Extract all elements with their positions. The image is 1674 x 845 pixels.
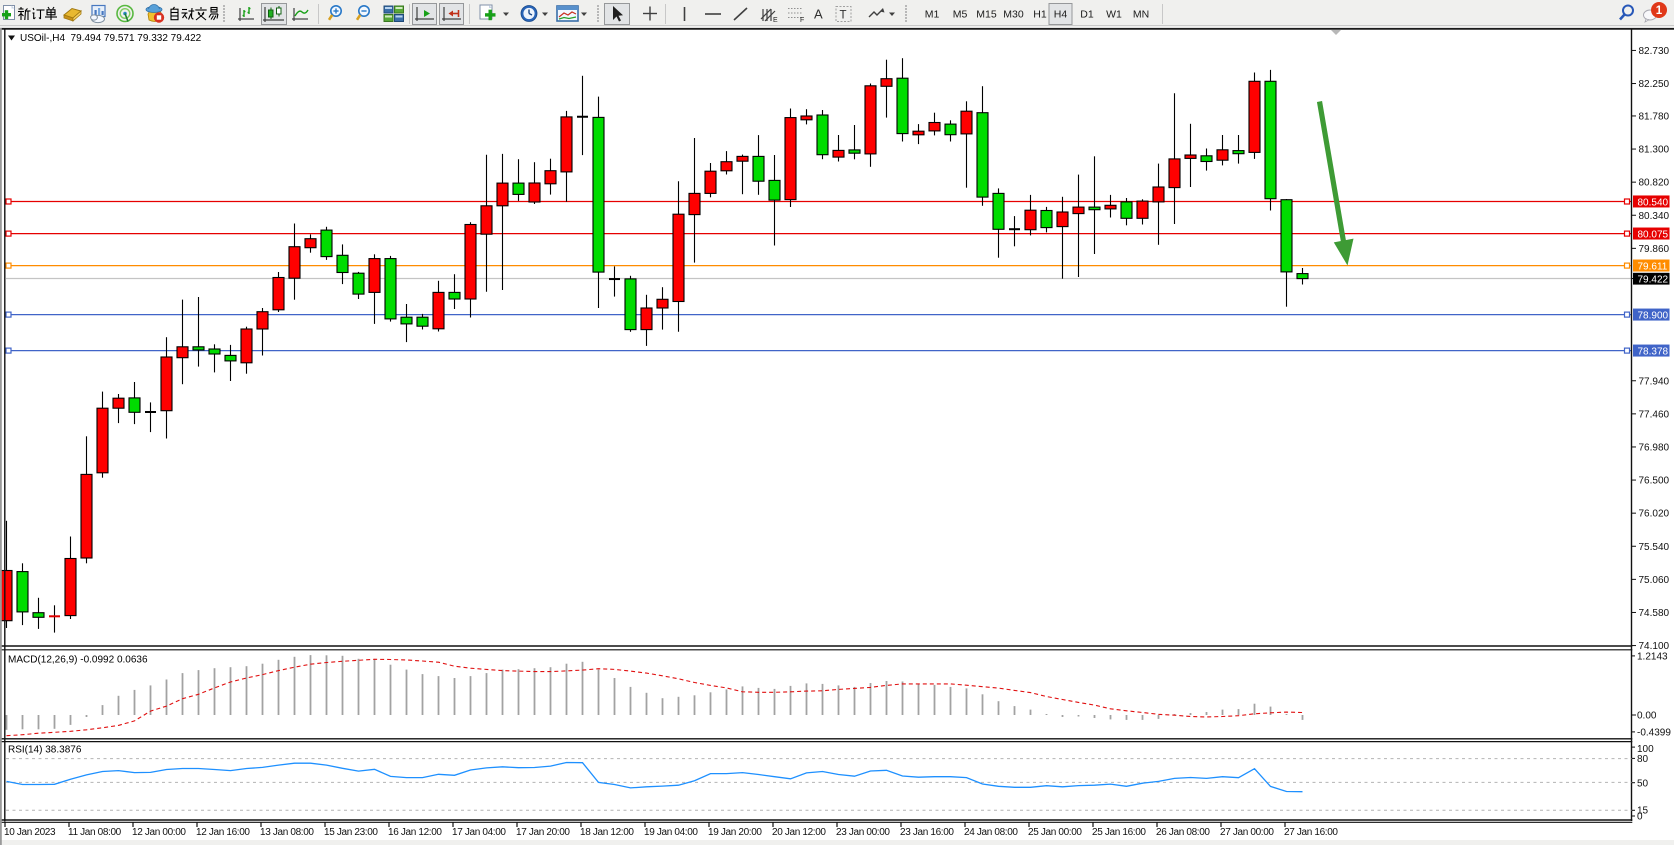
svg-text:23 Jan 00:00: 23 Jan 00:00 [836, 827, 890, 838]
svg-text:80.340: 80.340 [1639, 211, 1670, 222]
svg-text:50: 50 [1637, 778, 1649, 789]
svg-text:81.780: 81.780 [1639, 111, 1670, 122]
svg-text:79.860: 79.860 [1639, 244, 1670, 255]
svg-text:16 Jan 12:00: 16 Jan 12:00 [388, 827, 442, 838]
svg-text:79.422: 79.422 [1638, 275, 1669, 286]
svg-text:W1: W1 [1106, 9, 1122, 21]
svg-text:80.820: 80.820 [1639, 178, 1670, 189]
svg-text:80: 80 [1637, 754, 1649, 765]
svg-text:100: 100 [1637, 744, 1654, 755]
svg-text:17 Jan 20:00: 17 Jan 20:00 [516, 827, 570, 838]
svg-text:MACD(12,26,9) -0.0992 0.0636: MACD(12,26,9) -0.0992 0.0636 [8, 655, 148, 666]
svg-text:13 Jan 08:00: 13 Jan 08:00 [260, 827, 314, 838]
svg-text:12 Jan 16:00: 12 Jan 16:00 [196, 827, 250, 838]
svg-text:0: 0 [1637, 811, 1643, 822]
svg-text:75.540: 75.540 [1639, 542, 1670, 553]
svg-text:19 Jan 20:00: 19 Jan 20:00 [708, 827, 762, 838]
svg-text:74.100: 74.100 [1639, 641, 1670, 652]
svg-text:1.2143: 1.2143 [1637, 651, 1668, 662]
svg-text:76.500: 76.500 [1639, 476, 1670, 487]
svg-text:M15: M15 [976, 9, 997, 21]
svg-text:D1: D1 [1080, 9, 1094, 21]
svg-text:81.300: 81.300 [1639, 145, 1670, 156]
svg-text:12 Jan 00:00: 12 Jan 00:00 [132, 827, 186, 838]
svg-text:77.940: 77.940 [1639, 376, 1670, 387]
svg-text:15: 15 [1637, 806, 1649, 817]
svg-text:USOil-,H4 79.494 79.571 79.33: USOil-,H4 79.494 79.571 79.332 79.422 [20, 33, 202, 44]
svg-text:76.980: 76.980 [1639, 442, 1670, 453]
svg-text:82.730: 82.730 [1639, 46, 1670, 57]
svg-text:78.378: 78.378 [1638, 346, 1669, 357]
svg-text:75.060: 75.060 [1639, 575, 1670, 586]
svg-text:RSI(14) 38.3876: RSI(14) 38.3876 [8, 745, 82, 756]
svg-text:H4: H4 [1054, 9, 1068, 21]
svg-text:-0.4399: -0.4399 [1637, 727, 1671, 738]
svg-text:26 Jan 08:00: 26 Jan 08:00 [1156, 827, 1210, 838]
svg-text:18 Jan 12:00: 18 Jan 12:00 [580, 827, 634, 838]
svg-text:MN: MN [1133, 9, 1149, 21]
svg-text:20 Jan 12:00: 20 Jan 12:00 [772, 827, 826, 838]
svg-text:77.460: 77.460 [1639, 409, 1670, 420]
svg-text:78.900: 78.900 [1638, 310, 1669, 321]
svg-text:19 Jan 04:00: 19 Jan 04:00 [644, 827, 698, 838]
svg-text:10 Jan 2023: 10 Jan 2023 [4, 827, 56, 838]
svg-text:23 Jan 16:00: 23 Jan 16:00 [900, 827, 954, 838]
svg-text:0.00: 0.00 [1637, 711, 1657, 722]
svg-text:80.540: 80.540 [1638, 197, 1669, 208]
svg-text:15 Jan 23:00: 15 Jan 23:00 [324, 827, 378, 838]
svg-text:M1: M1 [925, 9, 940, 21]
svg-text:74.580: 74.580 [1639, 608, 1670, 619]
svg-text:F: F [800, 17, 804, 24]
svg-text:M30: M30 [1003, 9, 1024, 21]
svg-text:79.611: 79.611 [1638, 261, 1668, 272]
svg-text:25 Jan 16:00: 25 Jan 16:00 [1092, 827, 1146, 838]
svg-text:17 Jan 04:00: 17 Jan 04:00 [452, 827, 506, 838]
svg-text:T: T [840, 10, 847, 22]
svg-text:82.250: 82.250 [1639, 79, 1670, 90]
svg-text:25 Jan 00:00: 25 Jan 00:00 [1028, 827, 1082, 838]
svg-text:H1: H1 [1033, 9, 1047, 21]
svg-text:A: A [814, 7, 823, 22]
svg-text:E: E [773, 17, 778, 24]
svg-text:24 Jan 08:00: 24 Jan 08:00 [964, 827, 1018, 838]
svg-text:27 Jan 16:00: 27 Jan 16:00 [1284, 827, 1338, 838]
svg-text:M5: M5 [953, 9, 968, 21]
svg-text:1: 1 [1656, 5, 1663, 17]
svg-text:11 Jan 08:00: 11 Jan 08:00 [68, 827, 122, 838]
svg-text:76.020: 76.020 [1639, 509, 1670, 520]
svg-text:27 Jan 00:00: 27 Jan 00:00 [1220, 827, 1274, 838]
svg-text:80.075: 80.075 [1638, 229, 1669, 240]
